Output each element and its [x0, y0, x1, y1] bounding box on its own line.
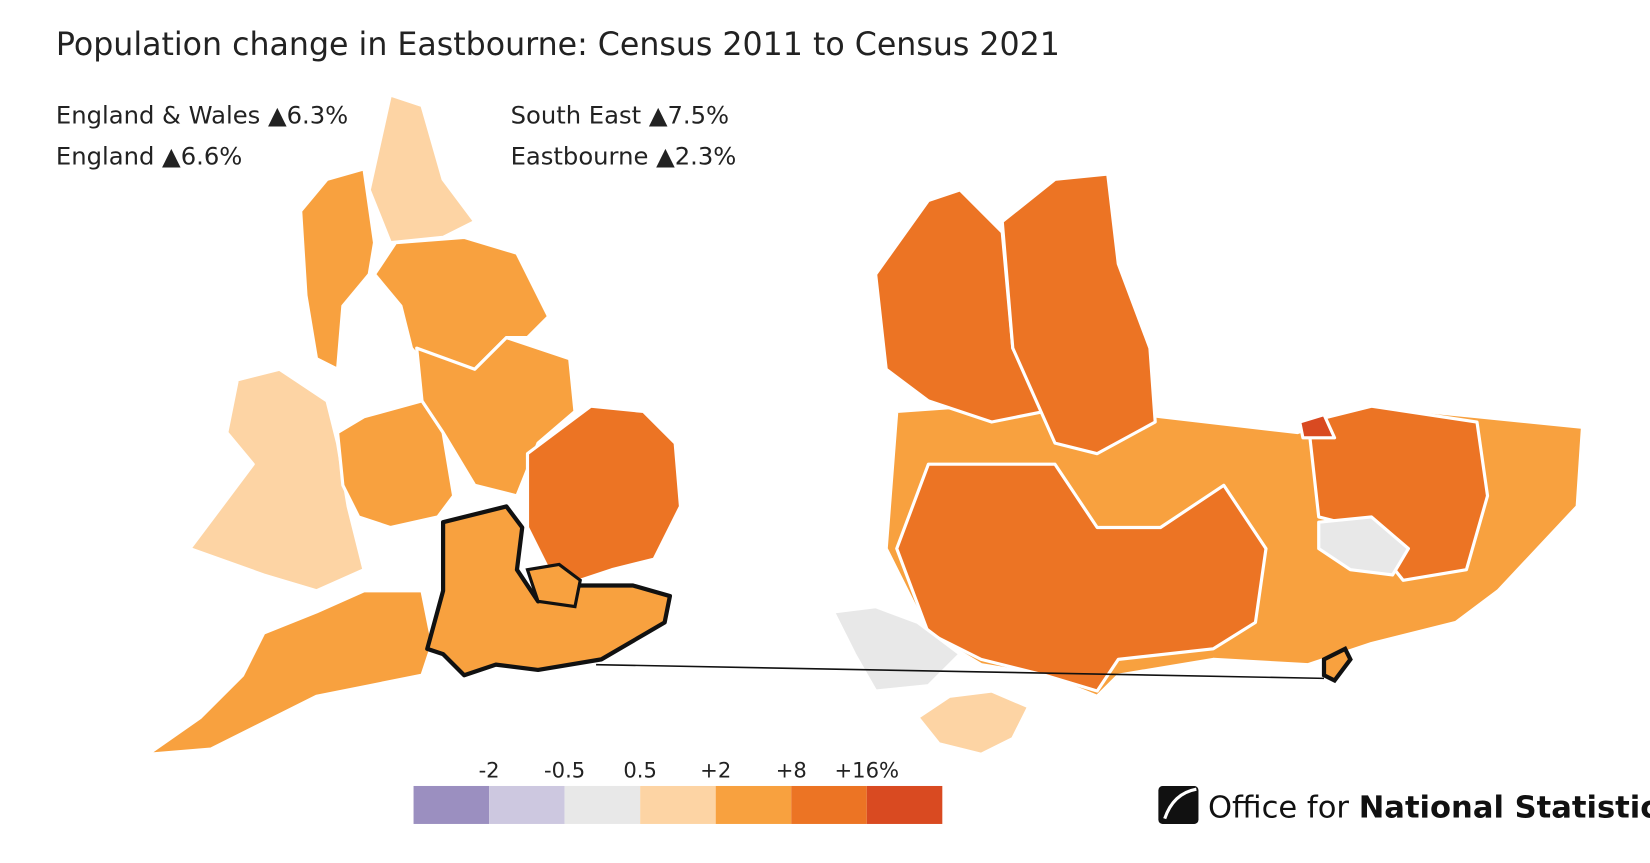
stat: Eastbourne ▲2.3%	[511, 142, 737, 171]
legend-swatch	[715, 785, 792, 824]
south-east-map	[831, 172, 1585, 756]
region	[146, 589, 435, 756]
title: Population change in Eastbourne: Census …	[56, 27, 1060, 63]
stat: England & Wales ▲6.3%	[56, 100, 348, 129]
legend: -2 -0.5 0.5 +2 +8 +16%	[413, 758, 943, 824]
region	[1000, 172, 1157, 456]
logo-bold: National Statistics	[1359, 791, 1650, 826]
logo-light: Office for	[1208, 791, 1349, 826]
legend-swatch	[640, 785, 716, 824]
eastbourne-highlight	[1321, 645, 1353, 684]
logo-text: Office for National Statistics	[1208, 791, 1650, 826]
logo-icon-mark	[1163, 787, 1197, 820]
region	[188, 367, 366, 593]
stat: South East ▲7.5%	[511, 100, 729, 129]
region	[525, 404, 683, 582]
region	[1317, 515, 1410, 577]
legend-label: +2	[700, 758, 731, 783]
legend-swatch	[564, 785, 641, 824]
london	[525, 562, 582, 609]
england-wales-map	[146, 93, 683, 756]
region	[299, 167, 377, 371]
connector-line	[596, 663, 1325, 680]
legend-label: +8	[776, 758, 807, 783]
logo-icon	[1158, 785, 1199, 824]
region	[372, 235, 551, 377]
legend-swatch	[791, 785, 867, 824]
stat: England ▲6.6%	[56, 142, 242, 171]
legend-swatch	[489, 785, 565, 824]
legend-label: +16%	[835, 758, 900, 783]
legend-label: -2	[479, 758, 500, 783]
legend-swatch	[413, 785, 490, 824]
south-east-highlight	[425, 504, 673, 678]
region	[916, 689, 1031, 756]
region	[415, 336, 577, 498]
legend-label: -0.5	[544, 758, 585, 783]
legend-label: 0.5	[623, 758, 657, 783]
region	[367, 93, 477, 245]
region	[1298, 413, 1337, 440]
region	[336, 399, 456, 530]
legend-swatch	[866, 785, 943, 824]
logo: Office for National Statistics	[1158, 785, 1650, 826]
